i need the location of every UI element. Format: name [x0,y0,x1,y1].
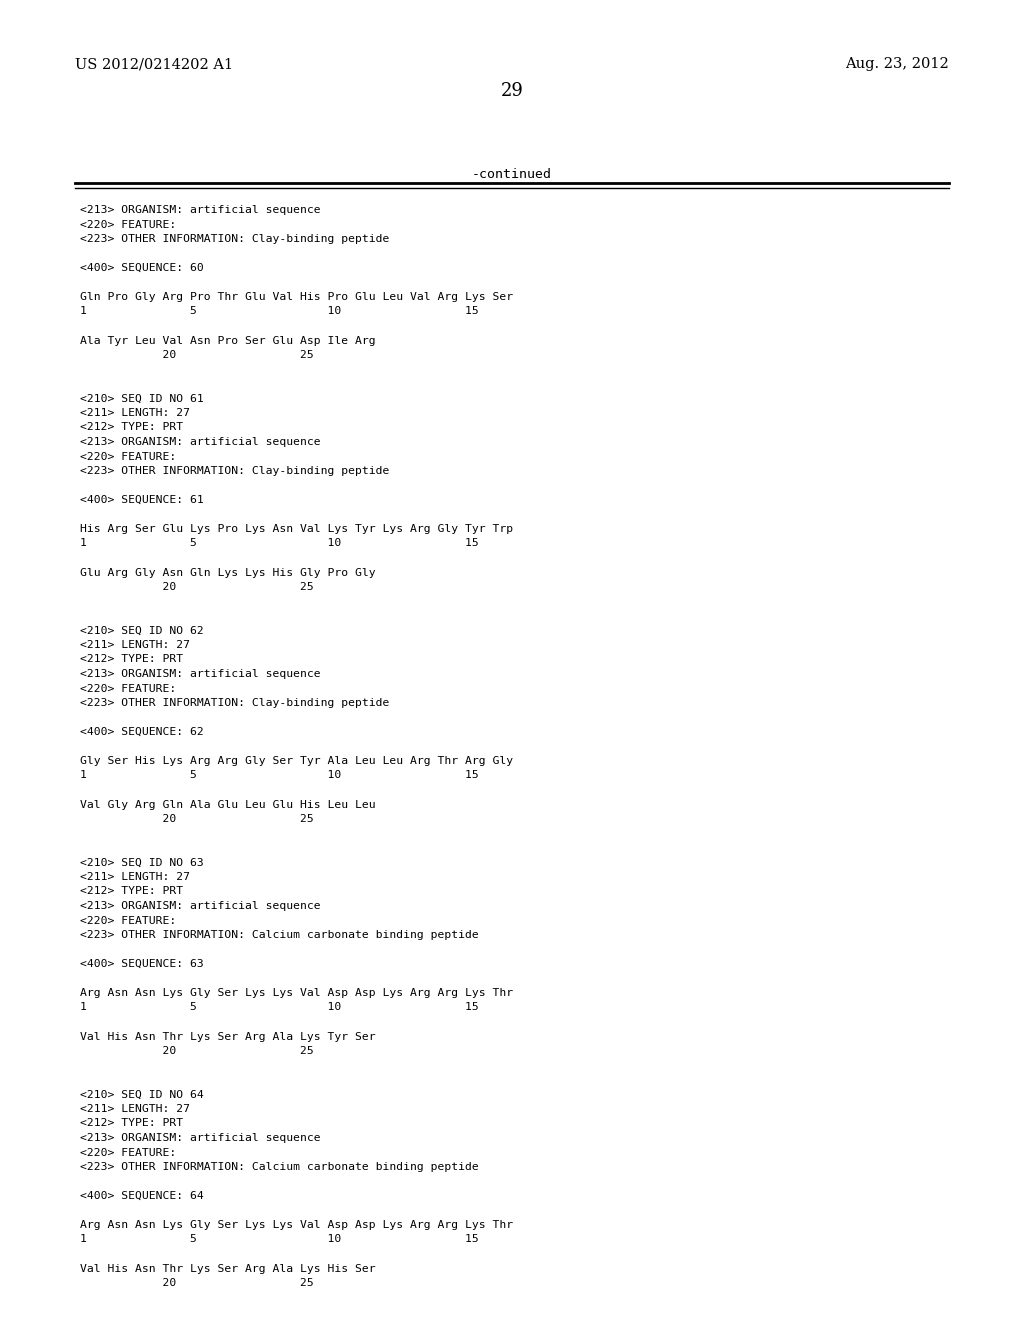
Text: Val His Asn Thr Lys Ser Arg Ala Lys His Ser: Val His Asn Thr Lys Ser Arg Ala Lys His … [80,1263,376,1274]
Text: 1               5                   10                  15: 1 5 10 15 [80,1002,479,1012]
Text: <210> SEQ ID NO 64: <210> SEQ ID NO 64 [80,1089,204,1100]
Text: <210> SEQ ID NO 63: <210> SEQ ID NO 63 [80,858,204,867]
Text: <220> FEATURE:: <220> FEATURE: [80,916,176,925]
Text: <212> TYPE: PRT: <212> TYPE: PRT [80,422,183,433]
Text: 20                  25: 20 25 [80,1045,313,1056]
Text: 20                  25: 20 25 [80,350,313,360]
Text: <223> OTHER INFORMATION: Calcium carbonate binding peptide: <223> OTHER INFORMATION: Calcium carbona… [80,931,479,940]
Text: <210> SEQ ID NO 62: <210> SEQ ID NO 62 [80,626,204,635]
Text: 29: 29 [501,82,523,100]
Text: Ala Tyr Leu Val Asn Pro Ser Glu Asp Ile Arg: Ala Tyr Leu Val Asn Pro Ser Glu Asp Ile … [80,335,376,346]
Text: <400> SEQUENCE: 62: <400> SEQUENCE: 62 [80,727,204,737]
Text: Gln Pro Gly Arg Pro Thr Glu Val His Pro Glu Leu Val Arg Lys Ser: Gln Pro Gly Arg Pro Thr Glu Val His Pro … [80,292,513,302]
Text: 1               5                   10                  15: 1 5 10 15 [80,771,479,780]
Text: 20                  25: 20 25 [80,1278,313,1288]
Text: <211> LENGTH: 27: <211> LENGTH: 27 [80,408,190,418]
Text: <220> FEATURE:: <220> FEATURE: [80,451,176,462]
Text: 20                  25: 20 25 [80,814,313,824]
Text: <400> SEQUENCE: 63: <400> SEQUENCE: 63 [80,960,204,969]
Text: Arg Asn Asn Lys Gly Ser Lys Lys Val Asp Asp Lys Arg Arg Lys Thr: Arg Asn Asn Lys Gly Ser Lys Lys Val Asp … [80,987,513,998]
Text: <223> OTHER INFORMATION: Calcium carbonate binding peptide: <223> OTHER INFORMATION: Calcium carbona… [80,1162,479,1172]
Text: His Arg Ser Glu Lys Pro Lys Asn Val Lys Tyr Lys Arg Gly Tyr Trp: His Arg Ser Glu Lys Pro Lys Asn Val Lys … [80,524,513,535]
Text: US 2012/0214202 A1: US 2012/0214202 A1 [75,57,233,71]
Text: <400> SEQUENCE: 64: <400> SEQUENCE: 64 [80,1191,204,1201]
Text: -continued: -continued [472,168,552,181]
Text: <400> SEQUENCE: 61: <400> SEQUENCE: 61 [80,495,204,506]
Text: 20                  25: 20 25 [80,582,313,591]
Text: <220> FEATURE:: <220> FEATURE: [80,1147,176,1158]
Text: <400> SEQUENCE: 60: <400> SEQUENCE: 60 [80,263,204,273]
Text: <211> LENGTH: 27: <211> LENGTH: 27 [80,1104,190,1114]
Text: Aug. 23, 2012: Aug. 23, 2012 [845,57,949,71]
Text: <210> SEQ ID NO 61: <210> SEQ ID NO 61 [80,393,204,404]
Text: <223> OTHER INFORMATION: Clay-binding peptide: <223> OTHER INFORMATION: Clay-binding pe… [80,698,389,708]
Text: Val His Asn Thr Lys Ser Arg Ala Lys Tyr Ser: Val His Asn Thr Lys Ser Arg Ala Lys Tyr … [80,1031,376,1041]
Text: <212> TYPE: PRT: <212> TYPE: PRT [80,1118,183,1129]
Text: <213> ORGANISM: artificial sequence: <213> ORGANISM: artificial sequence [80,205,321,215]
Text: <212> TYPE: PRT: <212> TYPE: PRT [80,655,183,664]
Text: <220> FEATURE:: <220> FEATURE: [80,684,176,693]
Text: Val Gly Arg Gln Ala Glu Leu Glu His Leu Leu: Val Gly Arg Gln Ala Glu Leu Glu His Leu … [80,800,376,809]
Text: 1               5                   10                  15: 1 5 10 15 [80,306,479,317]
Text: <213> ORGANISM: artificial sequence: <213> ORGANISM: artificial sequence [80,1133,321,1143]
Text: <223> OTHER INFORMATION: Clay-binding peptide: <223> OTHER INFORMATION: Clay-binding pe… [80,234,389,244]
Text: Gly Ser His Lys Arg Arg Gly Ser Tyr Ala Leu Leu Arg Thr Arg Gly: Gly Ser His Lys Arg Arg Gly Ser Tyr Ala … [80,756,513,766]
Text: <213> ORGANISM: artificial sequence: <213> ORGANISM: artificial sequence [80,437,321,447]
Text: <212> TYPE: PRT: <212> TYPE: PRT [80,887,183,896]
Text: <220> FEATURE:: <220> FEATURE: [80,219,176,230]
Text: <211> LENGTH: 27: <211> LENGTH: 27 [80,873,190,882]
Text: Glu Arg Gly Asn Gln Lys Lys His Gly Pro Gly: Glu Arg Gly Asn Gln Lys Lys His Gly Pro … [80,568,376,578]
Text: Arg Asn Asn Lys Gly Ser Lys Lys Val Asp Asp Lys Arg Arg Lys Thr: Arg Asn Asn Lys Gly Ser Lys Lys Val Asp … [80,1220,513,1230]
Text: <211> LENGTH: 27: <211> LENGTH: 27 [80,640,190,649]
Text: 1               5                   10                  15: 1 5 10 15 [80,539,479,549]
Text: 1               5                   10                  15: 1 5 10 15 [80,1234,479,1245]
Text: <213> ORGANISM: artificial sequence: <213> ORGANISM: artificial sequence [80,902,321,911]
Text: <213> ORGANISM: artificial sequence: <213> ORGANISM: artificial sequence [80,669,321,678]
Text: <223> OTHER INFORMATION: Clay-binding peptide: <223> OTHER INFORMATION: Clay-binding pe… [80,466,389,477]
